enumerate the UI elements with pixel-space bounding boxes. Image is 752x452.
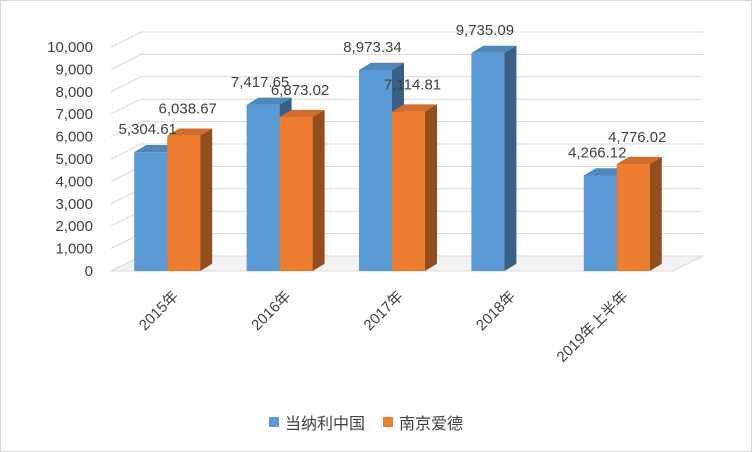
x-axis: 2015年 2016年 2017年 2018年 2019年上半年 <box>136 288 632 366</box>
bar-chart: 0 1,000 2,000 3,000 4,000 5,000 6,000 7,000 8,00… <box>47 22 704 366</box>
data-label: 6,873.02 <box>271 82 329 99</box>
x-tick-label: 2017年 <box>361 288 407 334</box>
data-label: 5,304.61 <box>119 121 177 138</box>
legend-item-series-2: 南京爱德 <box>383 410 463 434</box>
data-labels: 5,304.61 6,038.67 7,417.656,873.02 8,973.34… <box>119 22 667 162</box>
bar-side <box>504 45 517 272</box>
bar-front <box>471 52 505 271</box>
data-label: 4,266.12 <box>568 144 626 161</box>
y-tick-label: 8,000 <box>55 84 93 101</box>
bar-top <box>616 156 662 165</box>
bar-front <box>279 117 313 272</box>
y-tick-label: 1,000 <box>55 241 93 258</box>
y-tick-label: 7,000 <box>55 106 93 123</box>
y-tick-label: 5,000 <box>55 151 93 168</box>
bar-side <box>200 128 213 271</box>
legend-swatch-series-2 <box>383 417 394 427</box>
bar-side <box>312 109 325 271</box>
bar-front <box>392 111 425 271</box>
bars <box>134 45 662 272</box>
bar-top <box>279 109 325 118</box>
data-label: 6,038.67 <box>159 101 217 118</box>
bar-front <box>616 164 650 271</box>
y-axis: 0 1,000 2,000 3,000 4,000 5,000 6,000 7,000 8,00… <box>47 39 93 280</box>
data-label: 9,735.09 <box>456 22 514 39</box>
legend-label-series-1: 当纳利中国 <box>285 416 366 433</box>
bar-side <box>425 104 437 271</box>
data-label: 7,417.65 <box>231 74 289 91</box>
legend-swatch-series-1 <box>269 417 279 427</box>
x-tick-label: 2019年上半年 <box>554 288 632 366</box>
data-label: 7,114.81 <box>384 77 441 94</box>
data-label: 8,973.34 <box>343 39 401 56</box>
x-tick-label: 2015年 <box>136 288 182 334</box>
legend: 当纳利中国 南京爱德 <box>269 410 463 434</box>
bar-top <box>392 104 437 112</box>
legend-label-series-2: 南京爱德 <box>399 416 464 433</box>
bar-front <box>134 152 168 271</box>
y-tick-label: 10,000 <box>47 39 93 56</box>
y-tick-label: 9,000 <box>55 61 93 78</box>
bar-front <box>167 135 201 271</box>
bar-front <box>246 104 280 272</box>
legend-item-series-1: 当纳利中国 <box>269 410 365 434</box>
y-tick-label: 2,000 <box>55 218 93 235</box>
y-tick-label: 6,000 <box>55 129 93 146</box>
bar-top <box>246 97 292 105</box>
y-tick-label: 0 <box>85 263 93 280</box>
x-tick-label: 2016年 <box>248 288 294 334</box>
bar-top <box>167 128 213 136</box>
gridline <box>110 53 703 70</box>
bar-top <box>471 45 517 53</box>
bar-front <box>359 69 392 271</box>
y-tick-label: 4,000 <box>55 173 93 190</box>
gridline <box>110 31 703 48</box>
data-label: 4,776.02 <box>608 129 666 146</box>
x-tick-label: 2018年 <box>473 288 519 334</box>
y-tick-label: 3,000 <box>55 196 93 213</box>
bar-front <box>583 175 617 271</box>
bar-side <box>649 156 662 271</box>
bar-top <box>359 62 404 70</box>
